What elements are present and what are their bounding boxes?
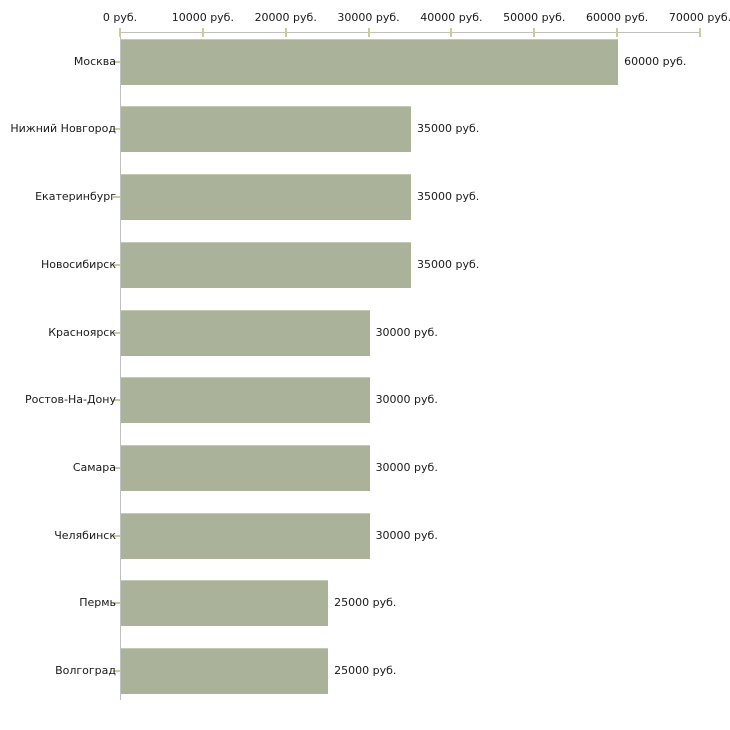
category-tick [113, 263, 120, 266]
category-tick [113, 196, 120, 199]
x-tick-label: 30000 руб. [337, 11, 400, 24]
category-label: Пермь [79, 596, 116, 610]
category-tick [113, 331, 120, 334]
category-tick [113, 60, 120, 63]
category-label: Екатеринбург [35, 190, 116, 204]
bar [121, 309, 370, 356]
x-axis-line [120, 32, 701, 33]
x-tick-label: 20000 руб. [254, 11, 317, 24]
value-label: 25000 руб. [334, 596, 397, 610]
x-tick-mark [533, 28, 536, 37]
x-tick-mark [201, 28, 204, 37]
category-label: Волгоград [55, 664, 116, 677]
x-tick-mark [284, 28, 287, 37]
x-tick-label: 60000 руб. [586, 11, 649, 24]
x-tick-label: 70000 руб. [668, 11, 730, 24]
category-tick [113, 534, 120, 537]
value-label: 30000 руб. [375, 393, 438, 407]
value-label: 25000 руб. [334, 664, 397, 677]
category-label: Новосибирск [40, 257, 116, 271]
value-label: 35000 руб. [417, 257, 480, 271]
bar [121, 444, 370, 491]
x-tick-label: 0 руб. [102, 11, 138, 24]
x-tick-mark [450, 28, 453, 37]
value-label: 35000 руб. [417, 122, 480, 136]
bar [121, 241, 411, 288]
bar [121, 377, 370, 424]
category-tick [113, 670, 120, 672]
category-label: Самара [72, 460, 116, 474]
x-tick-label: 50000 руб. [503, 11, 566, 24]
category-tick [113, 399, 120, 402]
bar [121, 648, 329, 694]
bar [121, 512, 370, 559]
category-label: Красноярск [48, 325, 116, 339]
x-tick-mark [616, 28, 619, 37]
y-axis-line [120, 32, 121, 700]
category-label: Ростов-На-Дону [24, 393, 116, 407]
bar [121, 174, 411, 221]
category-tick [113, 602, 120, 605]
value-label: 35000 руб. [417, 190, 480, 204]
category-label: Москва [73, 54, 116, 68]
value-label: 30000 руб. [375, 460, 438, 474]
value-label: 30000 руб. [375, 528, 438, 542]
category-tick [113, 128, 120, 131]
bar [121, 38, 619, 85]
x-tick-mark [699, 28, 701, 37]
bar [121, 580, 329, 627]
category-tick [113, 466, 120, 469]
bar [121, 106, 411, 153]
value-label: 60000 руб. [624, 54, 687, 68]
value-label: 30000 руб. [375, 325, 438, 339]
category-label: Челябинск [54, 528, 116, 542]
x-tick-mark [119, 28, 121, 37]
x-tick-label: 10000 руб. [171, 11, 234, 24]
x-tick-mark [367, 28, 370, 37]
x-tick-label: 40000 руб. [420, 11, 483, 24]
category-label: Нижний Новгород [10, 122, 116, 136]
